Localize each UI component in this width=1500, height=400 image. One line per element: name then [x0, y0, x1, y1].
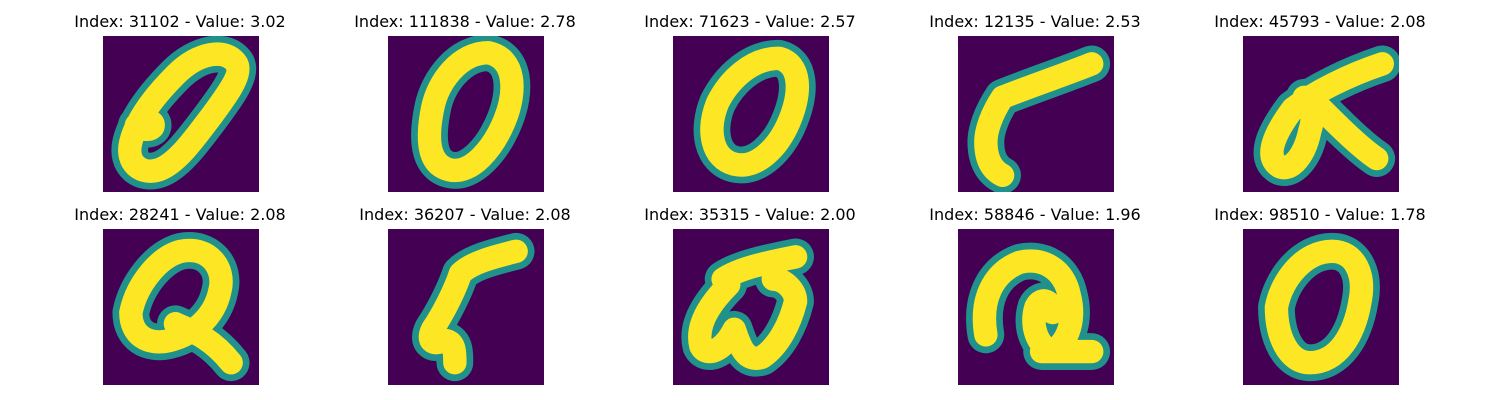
digit-image [958, 229, 1114, 385]
digit-image [388, 229, 544, 385]
panel-title: Index: 71623 - Value: 2.57 [644, 12, 856, 31]
image-panel: Index: 58846 - Value: 1.96 [920, 205, 1150, 385]
image-panel: Index: 35315 - Value: 2.00 [635, 205, 865, 385]
digit-image [673, 36, 829, 192]
image-panel: Index: 31102 - Value: 3.02 [65, 12, 295, 192]
digit-image [388, 36, 544, 192]
digit-image [958, 36, 1114, 192]
panel-title: Index: 28241 - Value: 2.08 [74, 205, 286, 224]
panel-title: Index: 58846 - Value: 1.96 [929, 205, 1141, 224]
panel-title: Index: 12135 - Value: 2.53 [929, 12, 1141, 31]
digit-image [673, 229, 829, 385]
panel-title: Index: 35315 - Value: 2.00 [644, 205, 856, 224]
image-panel: Index: 71623 - Value: 2.57 [635, 12, 865, 192]
panel-title: Index: 36207 - Value: 2.08 [359, 205, 571, 224]
panel-title: Index: 98510 - Value: 1.78 [1214, 205, 1426, 224]
digit-image [103, 36, 259, 192]
panel-title: Index: 45793 - Value: 2.08 [1214, 12, 1426, 31]
image-panel: Index: 36207 - Value: 2.08 [350, 205, 580, 385]
image-panel: Index: 45793 - Value: 2.08 [1205, 12, 1435, 192]
digit-image [103, 229, 259, 385]
panel-title: Index: 31102 - Value: 3.02 [74, 12, 286, 31]
image-panel: Index: 98510 - Value: 1.78 [1205, 205, 1435, 385]
digit-image [1243, 229, 1399, 385]
digit-image [1243, 36, 1399, 192]
panel-title: Index: 111838 - Value: 2.78 [354, 12, 576, 31]
image-panel: Index: 111838 - Value: 2.78 [350, 12, 580, 192]
image-panel: Index: 12135 - Value: 2.53 [920, 12, 1150, 192]
image-panel: Index: 28241 - Value: 2.08 [65, 205, 295, 385]
